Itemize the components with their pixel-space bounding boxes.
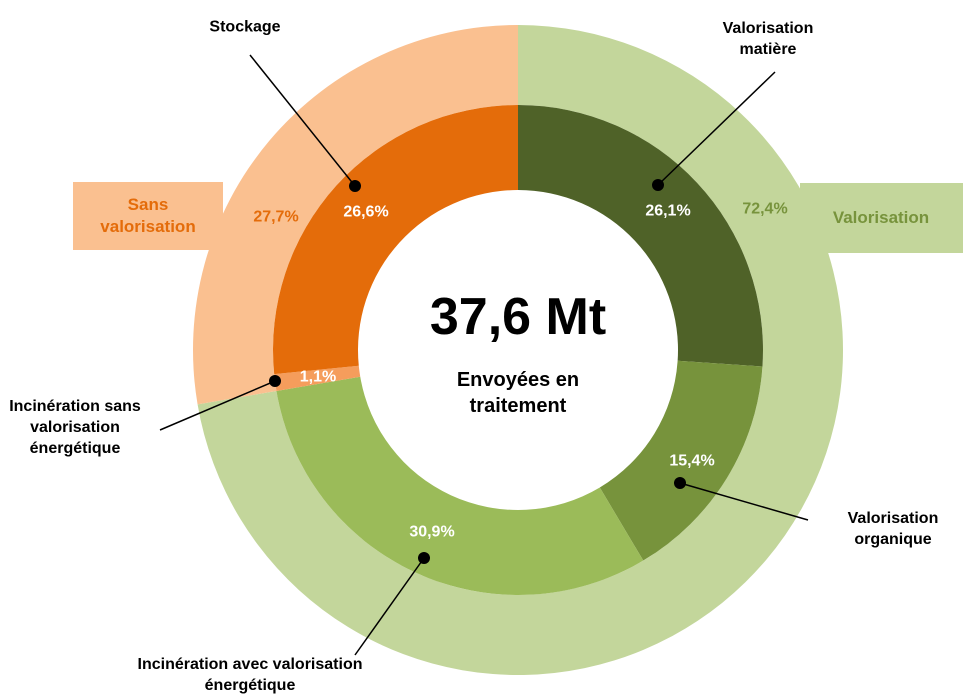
inner-category-label: Incinération sans valorisation énergétiq…	[9, 397, 141, 457]
inner-value-label: 26,6%	[343, 203, 389, 221]
inner-slice	[518, 105, 763, 367]
callout-line	[159, 380, 276, 431]
outer-tab	[73, 182, 223, 250]
callout-line	[354, 557, 425, 656]
inner-category-label: Stockage	[209, 18, 281, 36]
callout-line	[249, 54, 356, 187]
inner-slice	[274, 365, 361, 391]
callout-dot	[269, 375, 281, 387]
inner-slice	[273, 105, 518, 375]
outer-slice	[193, 25, 518, 405]
inner-value-label: 15,4%	[669, 452, 715, 470]
center-value: 37,6 Mt	[429, 288, 607, 347]
callout-dot	[652, 179, 664, 191]
callout-line	[657, 71, 776, 186]
callout-dot	[674, 477, 686, 489]
inner-value-label: 30,9%	[409, 523, 455, 541]
inner-value-label: 1,1%	[299, 368, 337, 386]
inner-slice	[599, 360, 763, 561]
center-label: Envoyées en traitement	[456, 369, 580, 417]
outer-tab	[800, 183, 963, 253]
inner-category-label: Valorisation organique	[847, 510, 939, 548]
inner-category-label: Valorisation matière	[722, 20, 814, 58]
callout-dot	[349, 180, 361, 192]
outer-category-label: Valorisation	[832, 207, 930, 227]
outer-category-label: Sans valorisation	[100, 194, 196, 236]
callout-line	[679, 482, 809, 521]
inner-slice	[276, 376, 644, 595]
outer-value-label: 72,4%	[742, 200, 788, 218]
inner-value-label: 26,1%	[645, 202, 691, 220]
outer-value-label: 27,7%	[253, 208, 299, 226]
callout-dot	[418, 552, 430, 564]
inner-category-label: Incinération avec valorisation énergétiq…	[137, 656, 363, 694]
